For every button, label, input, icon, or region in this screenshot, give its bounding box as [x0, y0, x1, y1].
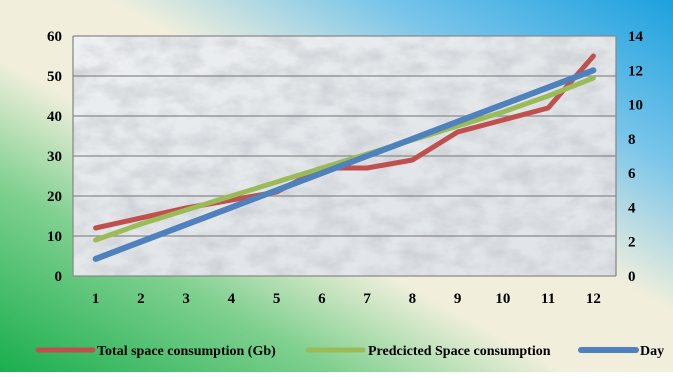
- x-tick-label: 2: [137, 291, 145, 307]
- y-left-tick-label: 0: [55, 269, 63, 285]
- y-right-tick-label: 2: [628, 235, 636, 251]
- series-line-1: [93, 75, 596, 243]
- y-right-tick-label: 8: [628, 132, 636, 148]
- x-tick-label: 12: [586, 291, 601, 307]
- y-right-tick-label: 0: [628, 269, 636, 285]
- y-right-tick-label: 10: [628, 98, 643, 114]
- legend-label-2: Day: [640, 344, 664, 359]
- legend-label-1: Predcicted Space consumption: [368, 344, 551, 359]
- x-tick-label: 1: [92, 291, 100, 307]
- y-left-tick-label: 20: [47, 189, 62, 205]
- y-right-tick-label: 14: [628, 29, 644, 45]
- x-tick-label: 8: [409, 291, 417, 307]
- x-tick-label: 7: [363, 291, 371, 307]
- y-left-tick-label: 10: [47, 229, 62, 245]
- x-tick-label: 11: [541, 291, 555, 307]
- x-tick-label: 4: [228, 291, 236, 307]
- legend-label-0: Total space consumption (Gb): [97, 344, 276, 359]
- x-tick-label: 9: [454, 291, 462, 307]
- y-right-tick-label: 12: [628, 63, 643, 79]
- y-left-tick-label: 50: [47, 69, 62, 85]
- y-left-tick-label: 30: [47, 149, 62, 165]
- x-tick-label: 6: [318, 291, 326, 307]
- x-tick-label: 10: [495, 291, 510, 307]
- y-left-tick-label: 40: [47, 109, 62, 125]
- y-right-tick-label: 4: [628, 200, 636, 216]
- series-line-0: [93, 53, 596, 231]
- y-left-tick-label: 60: [47, 29, 62, 45]
- x-tick-label: 5: [273, 291, 281, 307]
- y-right-tick-label: 6: [628, 166, 636, 182]
- x-tick-label: 3: [182, 291, 190, 307]
- series-line-2: [92, 67, 597, 262]
